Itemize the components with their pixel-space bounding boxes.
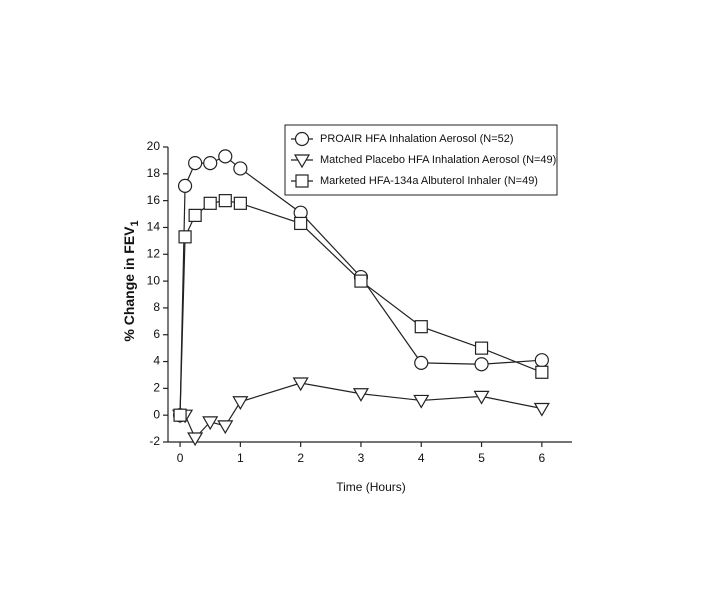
marker bbox=[352, 388, 369, 402]
marker bbox=[414, 320, 428, 334]
marker bbox=[294, 216, 308, 231]
marker bbox=[534, 353, 549, 368]
marker bbox=[413, 394, 430, 409]
marker bbox=[203, 155, 218, 171]
legend-marker bbox=[294, 131, 310, 147]
x-tick-label: 4 bbox=[418, 451, 425, 465]
marker bbox=[173, 408, 187, 422]
x-tick-label: 6 bbox=[539, 451, 546, 465]
marker bbox=[414, 355, 429, 370]
marker bbox=[187, 432, 204, 447]
legend-label: Marketed HFA-134a Albuterol Inhaler (N=4… bbox=[320, 175, 538, 187]
marker bbox=[474, 357, 489, 372]
y-tick-label: 12 bbox=[147, 246, 161, 260]
marker bbox=[233, 161, 248, 176]
legend-marker bbox=[293, 154, 311, 169]
marker bbox=[188, 208, 202, 222]
legend-marker bbox=[295, 174, 309, 188]
marker bbox=[354, 274, 368, 288]
marker bbox=[533, 402, 550, 417]
y-tick-label: 0 bbox=[153, 407, 160, 421]
marker bbox=[233, 196, 247, 210]
x-tick-label: 1 bbox=[237, 451, 244, 465]
x-tick-label: 3 bbox=[358, 451, 365, 465]
y-tick-label: 14 bbox=[147, 220, 161, 234]
marker bbox=[188, 155, 203, 171]
x-tick-label: 0 bbox=[177, 451, 184, 465]
x-tick-label: 5 bbox=[478, 451, 485, 465]
y-axis-label-subscript: 1 bbox=[129, 220, 141, 226]
marker bbox=[232, 396, 249, 410]
y-axis-label: % Change in FEV1 bbox=[121, 220, 141, 341]
marker bbox=[473, 390, 490, 405]
marker bbox=[202, 416, 219, 431]
legend-box bbox=[284, 124, 558, 196]
legend-label: PROAIR HFA Inhalation Aerosol (N=52) bbox=[320, 133, 514, 145]
y-tick-label: 2 bbox=[153, 381, 160, 395]
marker bbox=[292, 377, 309, 392]
y-tick-label: 6 bbox=[153, 327, 160, 341]
y-tick-label: 4 bbox=[153, 354, 160, 368]
legend: PROAIR HFA Inhalation Aerosol (N=52) Matc… bbox=[284, 124, 558, 196]
marker bbox=[178, 230, 192, 244]
marker bbox=[218, 149, 233, 164]
y-tick-label: 20 bbox=[147, 139, 161, 153]
marker bbox=[177, 178, 193, 193]
y-tick-label: 18 bbox=[147, 166, 161, 180]
y-axis-label-text: % Change in FEV bbox=[121, 226, 137, 342]
y-tick-label: -2 bbox=[149, 434, 160, 448]
marker bbox=[203, 196, 217, 210]
y-tick-label: 8 bbox=[153, 300, 160, 314]
series-line bbox=[179, 200, 543, 416]
marker bbox=[474, 341, 489, 355]
y-tick-label: 10 bbox=[147, 273, 161, 287]
marker bbox=[217, 420, 234, 435]
marker bbox=[535, 365, 549, 379]
marker bbox=[218, 194, 232, 208]
x-axis-label: Time (Hours) bbox=[336, 480, 406, 494]
y-tick-label: 16 bbox=[147, 193, 161, 207]
x-tick-label: 2 bbox=[297, 451, 304, 465]
legend-label: Matched Placebo HFA Inhalation Aerosol (… bbox=[320, 154, 556, 166]
